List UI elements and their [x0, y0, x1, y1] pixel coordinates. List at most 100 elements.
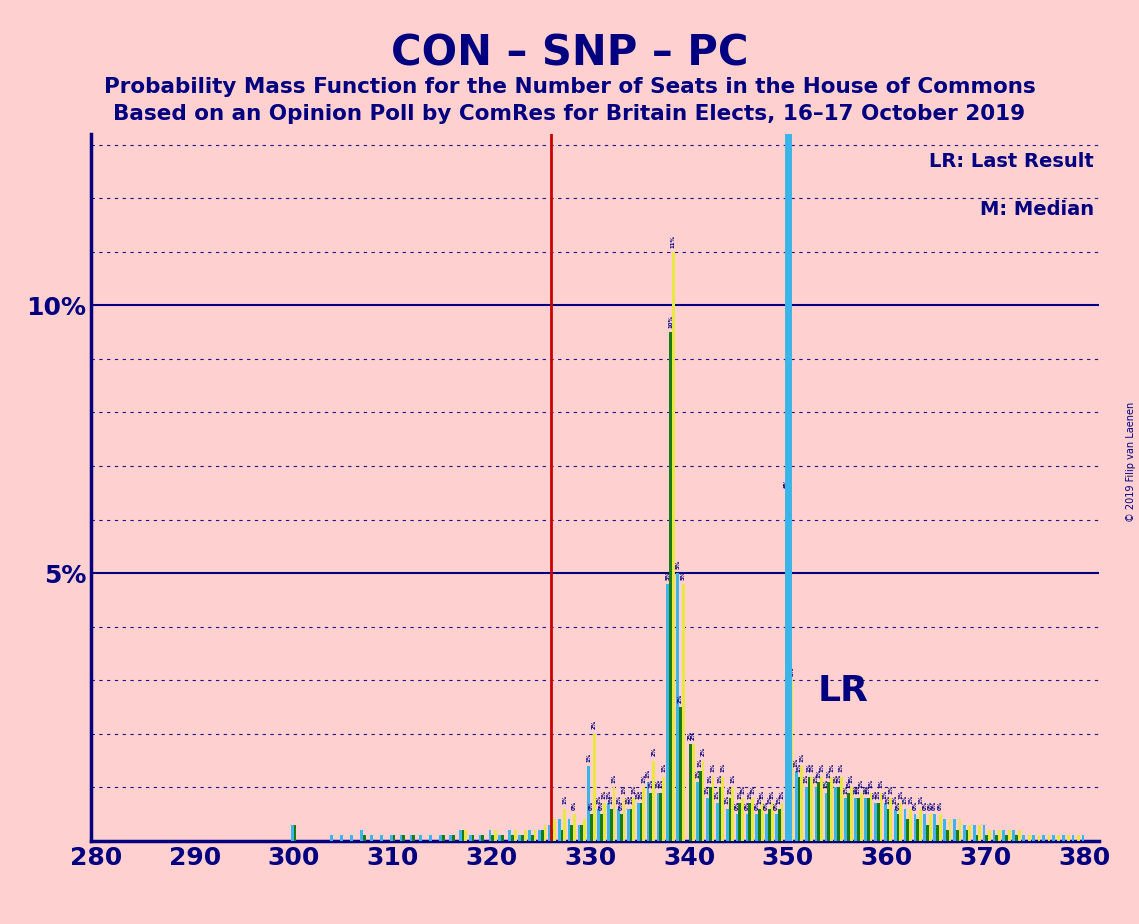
- Text: 0%: 0%: [895, 800, 901, 809]
- Text: 11%: 11%: [671, 235, 675, 248]
- Text: 1%: 1%: [720, 763, 726, 772]
- Bar: [877, 803, 879, 841]
- Bar: [959, 820, 961, 841]
- Bar: [360, 830, 363, 841]
- Bar: [501, 835, 505, 841]
- Text: 3%: 3%: [789, 666, 795, 676]
- Text: 1%: 1%: [695, 769, 700, 778]
- Bar: [603, 803, 606, 841]
- Bar: [933, 814, 936, 841]
- Bar: [850, 787, 853, 841]
- Text: 1%: 1%: [705, 784, 710, 794]
- Bar: [521, 835, 524, 841]
- Bar: [751, 798, 754, 841]
- Bar: [995, 835, 998, 841]
- Text: 1%: 1%: [655, 779, 661, 788]
- Bar: [600, 814, 603, 841]
- Text: 2%: 2%: [652, 747, 656, 756]
- Bar: [640, 803, 642, 841]
- Bar: [953, 820, 956, 841]
- Bar: [884, 803, 886, 841]
- Bar: [903, 808, 907, 841]
- Bar: [699, 772, 702, 841]
- Bar: [400, 835, 402, 841]
- Text: 0%: 0%: [618, 800, 624, 809]
- Bar: [607, 803, 611, 841]
- Text: 1%: 1%: [631, 784, 637, 794]
- Text: 1%: 1%: [836, 773, 841, 783]
- Bar: [617, 808, 620, 841]
- Bar: [571, 825, 573, 841]
- Bar: [827, 782, 830, 841]
- Bar: [867, 798, 870, 841]
- Bar: [410, 835, 412, 841]
- Bar: [550, 830, 554, 841]
- Text: 1%: 1%: [853, 784, 858, 794]
- Text: 1%: 1%: [872, 790, 878, 799]
- Bar: [907, 820, 909, 841]
- Text: 1%: 1%: [843, 784, 849, 794]
- Bar: [350, 835, 353, 841]
- Bar: [642, 787, 645, 841]
- Text: 5%: 5%: [681, 570, 686, 579]
- Bar: [719, 787, 721, 841]
- Text: 1%: 1%: [612, 773, 616, 783]
- Text: 1%: 1%: [636, 790, 641, 799]
- Text: 0%: 0%: [932, 800, 937, 809]
- Bar: [623, 798, 625, 841]
- Bar: [1032, 835, 1035, 841]
- Bar: [613, 787, 615, 841]
- Bar: [491, 835, 494, 841]
- Text: 1%: 1%: [918, 796, 923, 805]
- Bar: [731, 787, 734, 841]
- Bar: [738, 803, 741, 841]
- Text: 0%: 0%: [775, 800, 779, 809]
- Text: 1%: 1%: [809, 763, 814, 772]
- Text: 1%: 1%: [658, 779, 663, 788]
- Bar: [854, 798, 857, 841]
- Bar: [390, 835, 393, 841]
- Bar: [956, 830, 959, 841]
- Bar: [611, 808, 613, 841]
- Bar: [759, 808, 761, 841]
- Bar: [580, 825, 583, 841]
- Text: LR: Last Result: LR: Last Result: [929, 152, 1095, 171]
- Bar: [1048, 835, 1050, 841]
- Bar: [682, 584, 685, 841]
- Bar: [780, 803, 784, 841]
- Bar: [736, 814, 738, 841]
- Bar: [558, 820, 560, 841]
- Bar: [810, 776, 813, 841]
- Text: 1%: 1%: [839, 763, 844, 772]
- Bar: [801, 766, 803, 841]
- Text: 1%: 1%: [878, 779, 884, 788]
- Bar: [294, 825, 296, 841]
- Bar: [870, 793, 872, 841]
- Text: 1%: 1%: [639, 790, 644, 799]
- Bar: [805, 787, 808, 841]
- Text: 0%: 0%: [928, 800, 933, 809]
- Text: LR: LR: [818, 674, 868, 708]
- Text: 1%: 1%: [563, 796, 567, 805]
- Text: 0%: 0%: [735, 800, 739, 809]
- Text: 1%: 1%: [817, 769, 821, 778]
- Text: 1%: 1%: [622, 784, 626, 794]
- Bar: [620, 814, 623, 841]
- Text: 1%: 1%: [779, 790, 785, 799]
- Text: 10%: 10%: [669, 315, 673, 328]
- Text: 1%: 1%: [829, 763, 834, 772]
- Text: 1%: 1%: [876, 790, 880, 799]
- Bar: [564, 808, 566, 841]
- Text: 1%: 1%: [787, 758, 792, 767]
- Bar: [363, 835, 366, 841]
- Text: 1%: 1%: [806, 763, 811, 772]
- Text: 1%: 1%: [596, 796, 601, 805]
- Bar: [771, 803, 773, 841]
- Bar: [511, 835, 514, 841]
- Bar: [341, 835, 343, 841]
- Bar: [677, 573, 679, 841]
- Text: 1%: 1%: [846, 779, 851, 788]
- Bar: [402, 835, 405, 841]
- Text: 1%: 1%: [648, 779, 654, 788]
- Text: 2%: 2%: [592, 720, 597, 729]
